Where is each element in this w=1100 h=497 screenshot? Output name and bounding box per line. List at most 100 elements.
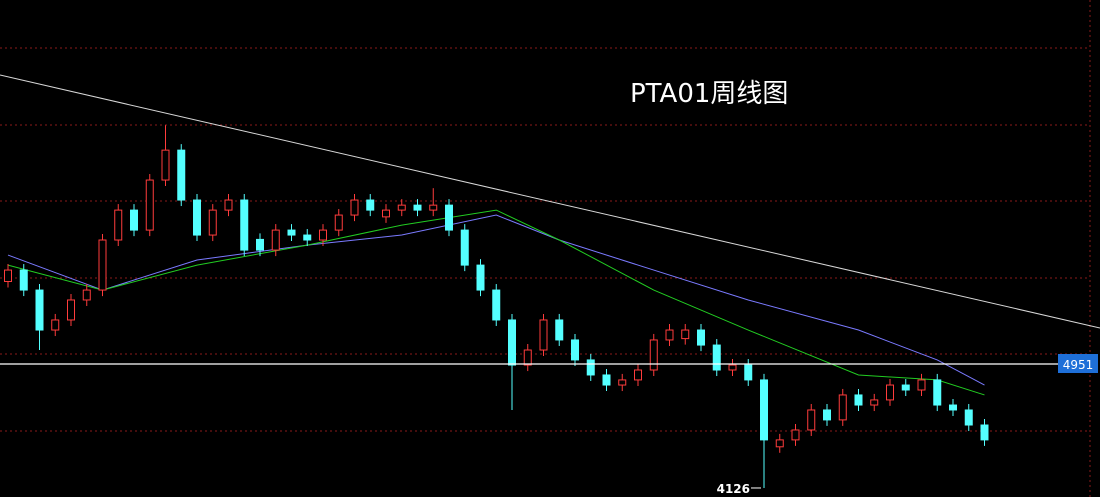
candle (917, 373, 926, 397)
candle-body (775, 439, 784, 448)
candle-body (82, 289, 91, 301)
candle-body (303, 234, 312, 241)
candle (807, 403, 816, 436)
candle-body (177, 149, 186, 201)
candle (319, 224, 327, 247)
candle (445, 199, 453, 237)
moving-average (7, 214, 985, 386)
candle (649, 333, 658, 377)
candle-body (602, 374, 611, 386)
candle-body (697, 329, 705, 346)
candle-body (571, 339, 579, 361)
candle (145, 174, 154, 237)
candle-body (271, 229, 280, 251)
candle (51, 313, 60, 337)
candle-body (208, 209, 217, 236)
candle-body (586, 359, 595, 376)
candle (555, 313, 564, 346)
candle-body (492, 289, 501, 321)
candle-body (319, 229, 327, 241)
candle-body (476, 264, 485, 291)
candle-body (823, 409, 831, 421)
candle-body (67, 299, 75, 321)
candle-body (649, 339, 658, 371)
candle-body (980, 424, 989, 441)
candle-body (240, 199, 249, 251)
candle-body (114, 209, 123, 241)
candle-body (901, 384, 910, 391)
candle-body (728, 364, 737, 371)
candle-body (224, 199, 233, 211)
candle (775, 433, 784, 453)
candle (35, 284, 44, 351)
candle (161, 125, 170, 187)
candle (523, 344, 532, 372)
candle (571, 333, 579, 366)
candle (67, 293, 75, 326)
candle (854, 388, 863, 412)
candle-body (35, 289, 44, 331)
candle (681, 324, 690, 345)
candle (586, 353, 595, 381)
candle-body (508, 319, 516, 366)
candle (933, 373, 942, 412)
candle (98, 233, 107, 297)
candle (823, 403, 831, 426)
candle-body (429, 204, 438, 211)
candle-body (760, 379, 768, 441)
candle (980, 419, 989, 446)
candle-body (838, 394, 847, 421)
candle (476, 259, 485, 297)
candle-body (712, 344, 721, 371)
candle-body (523, 349, 532, 366)
candle-body (886, 384, 894, 401)
candle (728, 359, 737, 377)
candle (602, 368, 611, 392)
candle-body (397, 204, 406, 211)
candle (334, 209, 343, 237)
candle (508, 313, 516, 410)
candle-body (287, 229, 296, 236)
candle (460, 224, 469, 272)
candle-body (4, 269, 12, 282)
candle (744, 359, 753, 386)
candle-body (193, 199, 201, 236)
candle-body (334, 214, 343, 231)
candle-body (539, 319, 548, 351)
candle (224, 194, 233, 217)
candle (618, 373, 627, 392)
candle (413, 199, 422, 217)
candle (303, 229, 312, 247)
candle (397, 199, 406, 217)
candle (193, 194, 201, 242)
candle (366, 194, 375, 217)
candle-body (870, 399, 879, 406)
candle-body (445, 204, 453, 231)
candle-body (460, 229, 469, 266)
candle-body (161, 149, 170, 181)
candle (19, 264, 28, 297)
candle-body (854, 394, 863, 406)
candle (697, 324, 705, 352)
candle (287, 224, 296, 242)
candle-body (366, 199, 375, 211)
candle (492, 284, 501, 326)
candle (177, 144, 186, 207)
candle (382, 204, 390, 223)
candle (350, 194, 359, 222)
trend-line (0, 74, 1100, 329)
candle (791, 423, 800, 446)
candle-body (807, 409, 816, 431)
candle-body (618, 379, 627, 386)
candle-body (917, 379, 926, 391)
candle-body (634, 369, 642, 381)
candle (130, 204, 138, 237)
candle-body (665, 329, 674, 341)
candle (886, 379, 894, 406)
candle (949, 399, 957, 416)
candle (760, 373, 768, 488)
candle-body (19, 269, 28, 291)
candle-body (413, 204, 422, 211)
